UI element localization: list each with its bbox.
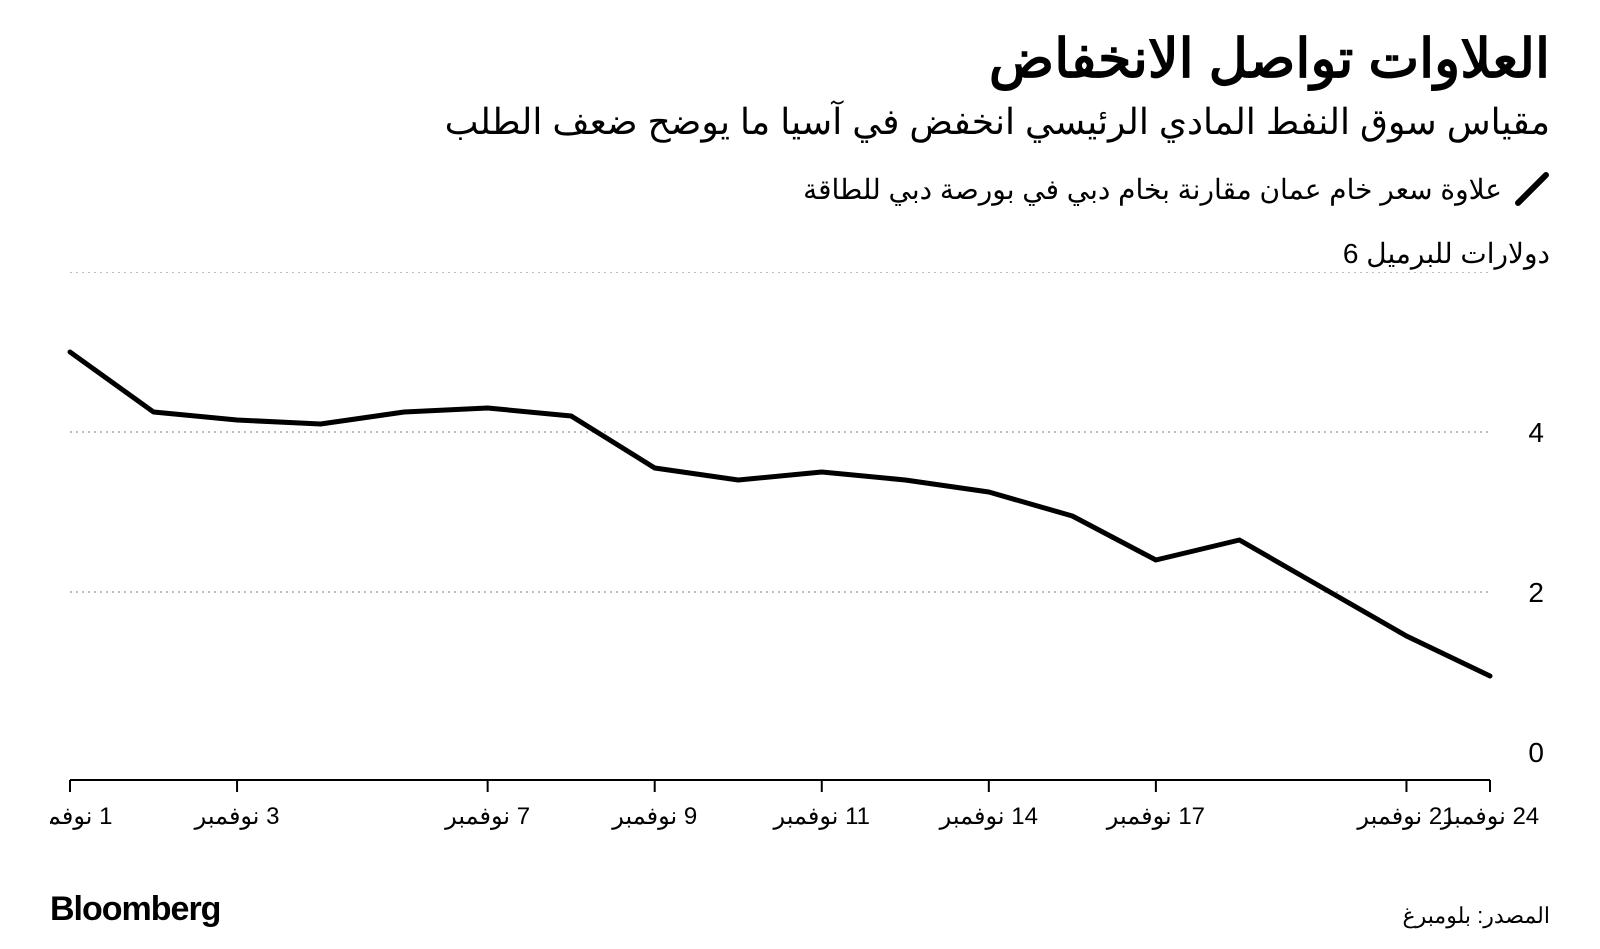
svg-text:9 نوفمبر: 9 نوفمبر: [611, 803, 697, 830]
svg-text:11 نوفمبر: 11 نوفمبر: [773, 803, 871, 830]
svg-text:2: 2: [1528, 577, 1544, 608]
line-chart-svg: 0 2 4 1 نوفمبر 3 نوفمبر 7 نوفمبر 9 نوفمبر 11 نو…: [50, 272, 1550, 832]
svg-text:0: 0: [1528, 737, 1544, 768]
brand-logo: Bloomberg: [50, 890, 220, 929]
svg-text:17 نوفمبر: 17 نوفمبر: [1106, 803, 1205, 830]
legend: علاوة سعر خام عمان مقارنة بخام دبي في بو…: [50, 171, 1550, 207]
svg-text:7 نوفمبر: 7 نوفمبر: [444, 803, 530, 830]
svg-text:4: 4: [1528, 417, 1544, 448]
chart-area: 0 2 4 1 نوفمبر 3 نوفمبر 7 نوفمبر 9 نوفمبر 11 نو…: [50, 272, 1550, 832]
footer: Bloomberg المصدر: بلومبرغ: [50, 890, 1550, 929]
svg-text:1 نوفمبر: 1 نوفمبر: [50, 803, 112, 830]
legend-label: علاوة سعر خام عمان مقارنة بخام دبي في بو…: [803, 173, 1502, 206]
y-unit-label: دولارات للبرميل: [1366, 238, 1550, 269]
y-top-value: 6: [1343, 238, 1359, 269]
source-label: المصدر: بلومبرغ: [1403, 903, 1550, 929]
y-axis-unit-row: 6 دولارات للبرميل: [50, 237, 1550, 270]
figure-container: العلاوات تواصل الانخفاض مقياس سوق النفط …: [0, 0, 1600, 949]
y-axis-unit: 6 دولارات للبرميل: [1343, 237, 1550, 270]
legend-swatch-icon: [1514, 171, 1550, 207]
chart-subtitle: مقياس سوق النفط المادي الرئيسي انخفض في …: [50, 101, 1550, 143]
chart-title: العلاوات تواصل الانخفاض: [50, 30, 1550, 89]
svg-text:24 نوفمبر: 24 نوفمبر: [1440, 803, 1539, 830]
svg-text:14 نوفمبر: 14 نوفمبر: [939, 803, 1038, 830]
svg-text:3 نوفمبر: 3 نوفمبر: [194, 803, 280, 830]
